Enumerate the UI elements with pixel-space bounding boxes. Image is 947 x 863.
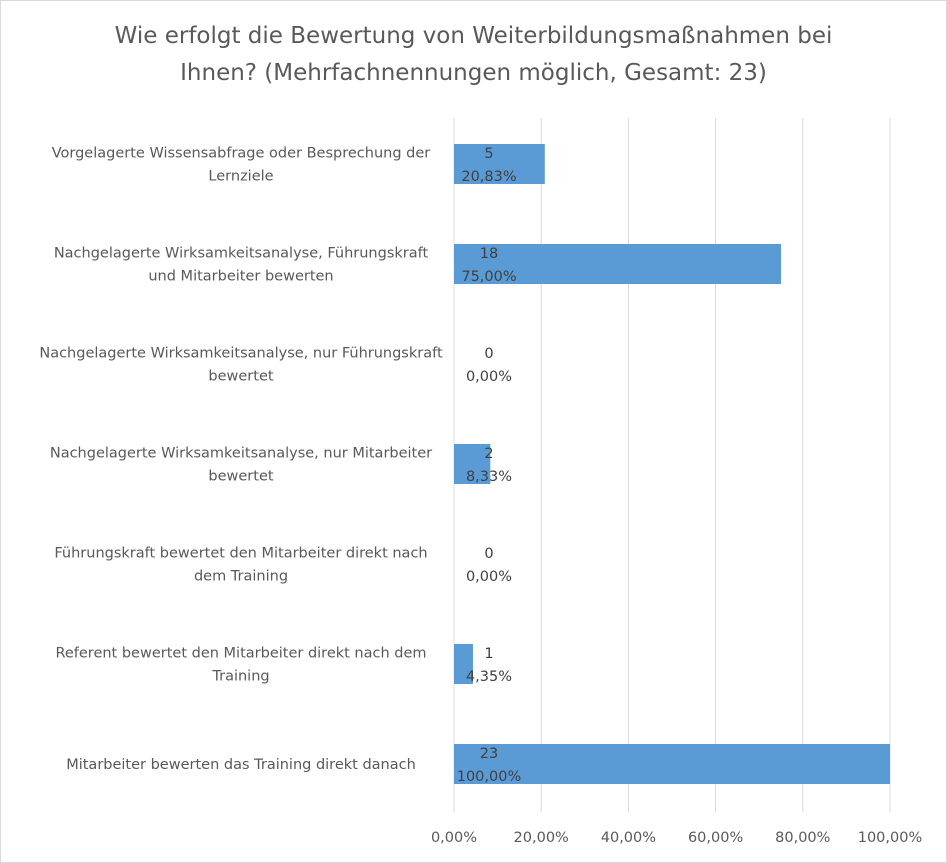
bar xyxy=(454,244,781,284)
category-label: bewertet xyxy=(208,369,273,385)
bar xyxy=(454,644,473,684)
category-label: Mitarbeiter bewerten das Training direkt… xyxy=(66,757,416,773)
count-label: 23 xyxy=(480,746,498,762)
percent-label: 0,00% xyxy=(466,569,512,585)
category-label: Nachgelagerte Wirksamkeitsanalyse, nur F… xyxy=(39,346,443,362)
category-label: dem Training xyxy=(194,569,288,585)
bar xyxy=(454,444,491,484)
category-label: Referent bewertet den Mitarbeiter direkt… xyxy=(55,646,426,662)
x-tick-label: 80,00% xyxy=(775,830,830,846)
category-label: bewertet xyxy=(208,469,273,485)
count-label: 0 xyxy=(484,346,493,362)
category-label: und Mitarbeiter bewerten xyxy=(148,269,333,285)
category-label: Führungskraft bewertet den Mitarbeiter d… xyxy=(54,546,427,562)
count-label: 0 xyxy=(484,546,493,562)
chart-title: Wie erfolgt die Bewertung von Weiterbild… xyxy=(114,23,833,86)
x-tick-label: 60,00% xyxy=(688,830,743,846)
percent-label: 8,33% xyxy=(466,469,512,485)
count-label: 2 xyxy=(484,446,493,462)
x-tick-label: 100,00% xyxy=(858,830,923,846)
bar xyxy=(454,144,545,184)
count-label: 1 xyxy=(484,646,493,662)
category-label: Nachgelagerte Wirksamkeitsanalyse, nur M… xyxy=(50,446,432,462)
bar xyxy=(454,744,890,784)
percent-label: 20,83% xyxy=(461,169,516,185)
percent-label: 100,00% xyxy=(457,769,522,785)
percent-label: 75,00% xyxy=(461,269,516,285)
category-label: Nachgelagerte Wirksamkeitsanalyse, Führu… xyxy=(54,246,429,262)
percent-label: 4,35% xyxy=(466,669,512,685)
count-label: 18 xyxy=(480,246,498,262)
x-tick-label: 0,00% xyxy=(431,830,477,846)
percent-label: 0,00% xyxy=(466,369,512,385)
x-tick-label: 40,00% xyxy=(601,830,656,846)
category-label: Vorgelagerte Wissensabfrage oder Besprec… xyxy=(52,146,431,162)
category-label: Training xyxy=(211,669,269,685)
x-tick-label: 20,00% xyxy=(514,830,569,846)
category-label: Lernziele xyxy=(208,169,273,185)
count-label: 5 xyxy=(484,146,493,162)
